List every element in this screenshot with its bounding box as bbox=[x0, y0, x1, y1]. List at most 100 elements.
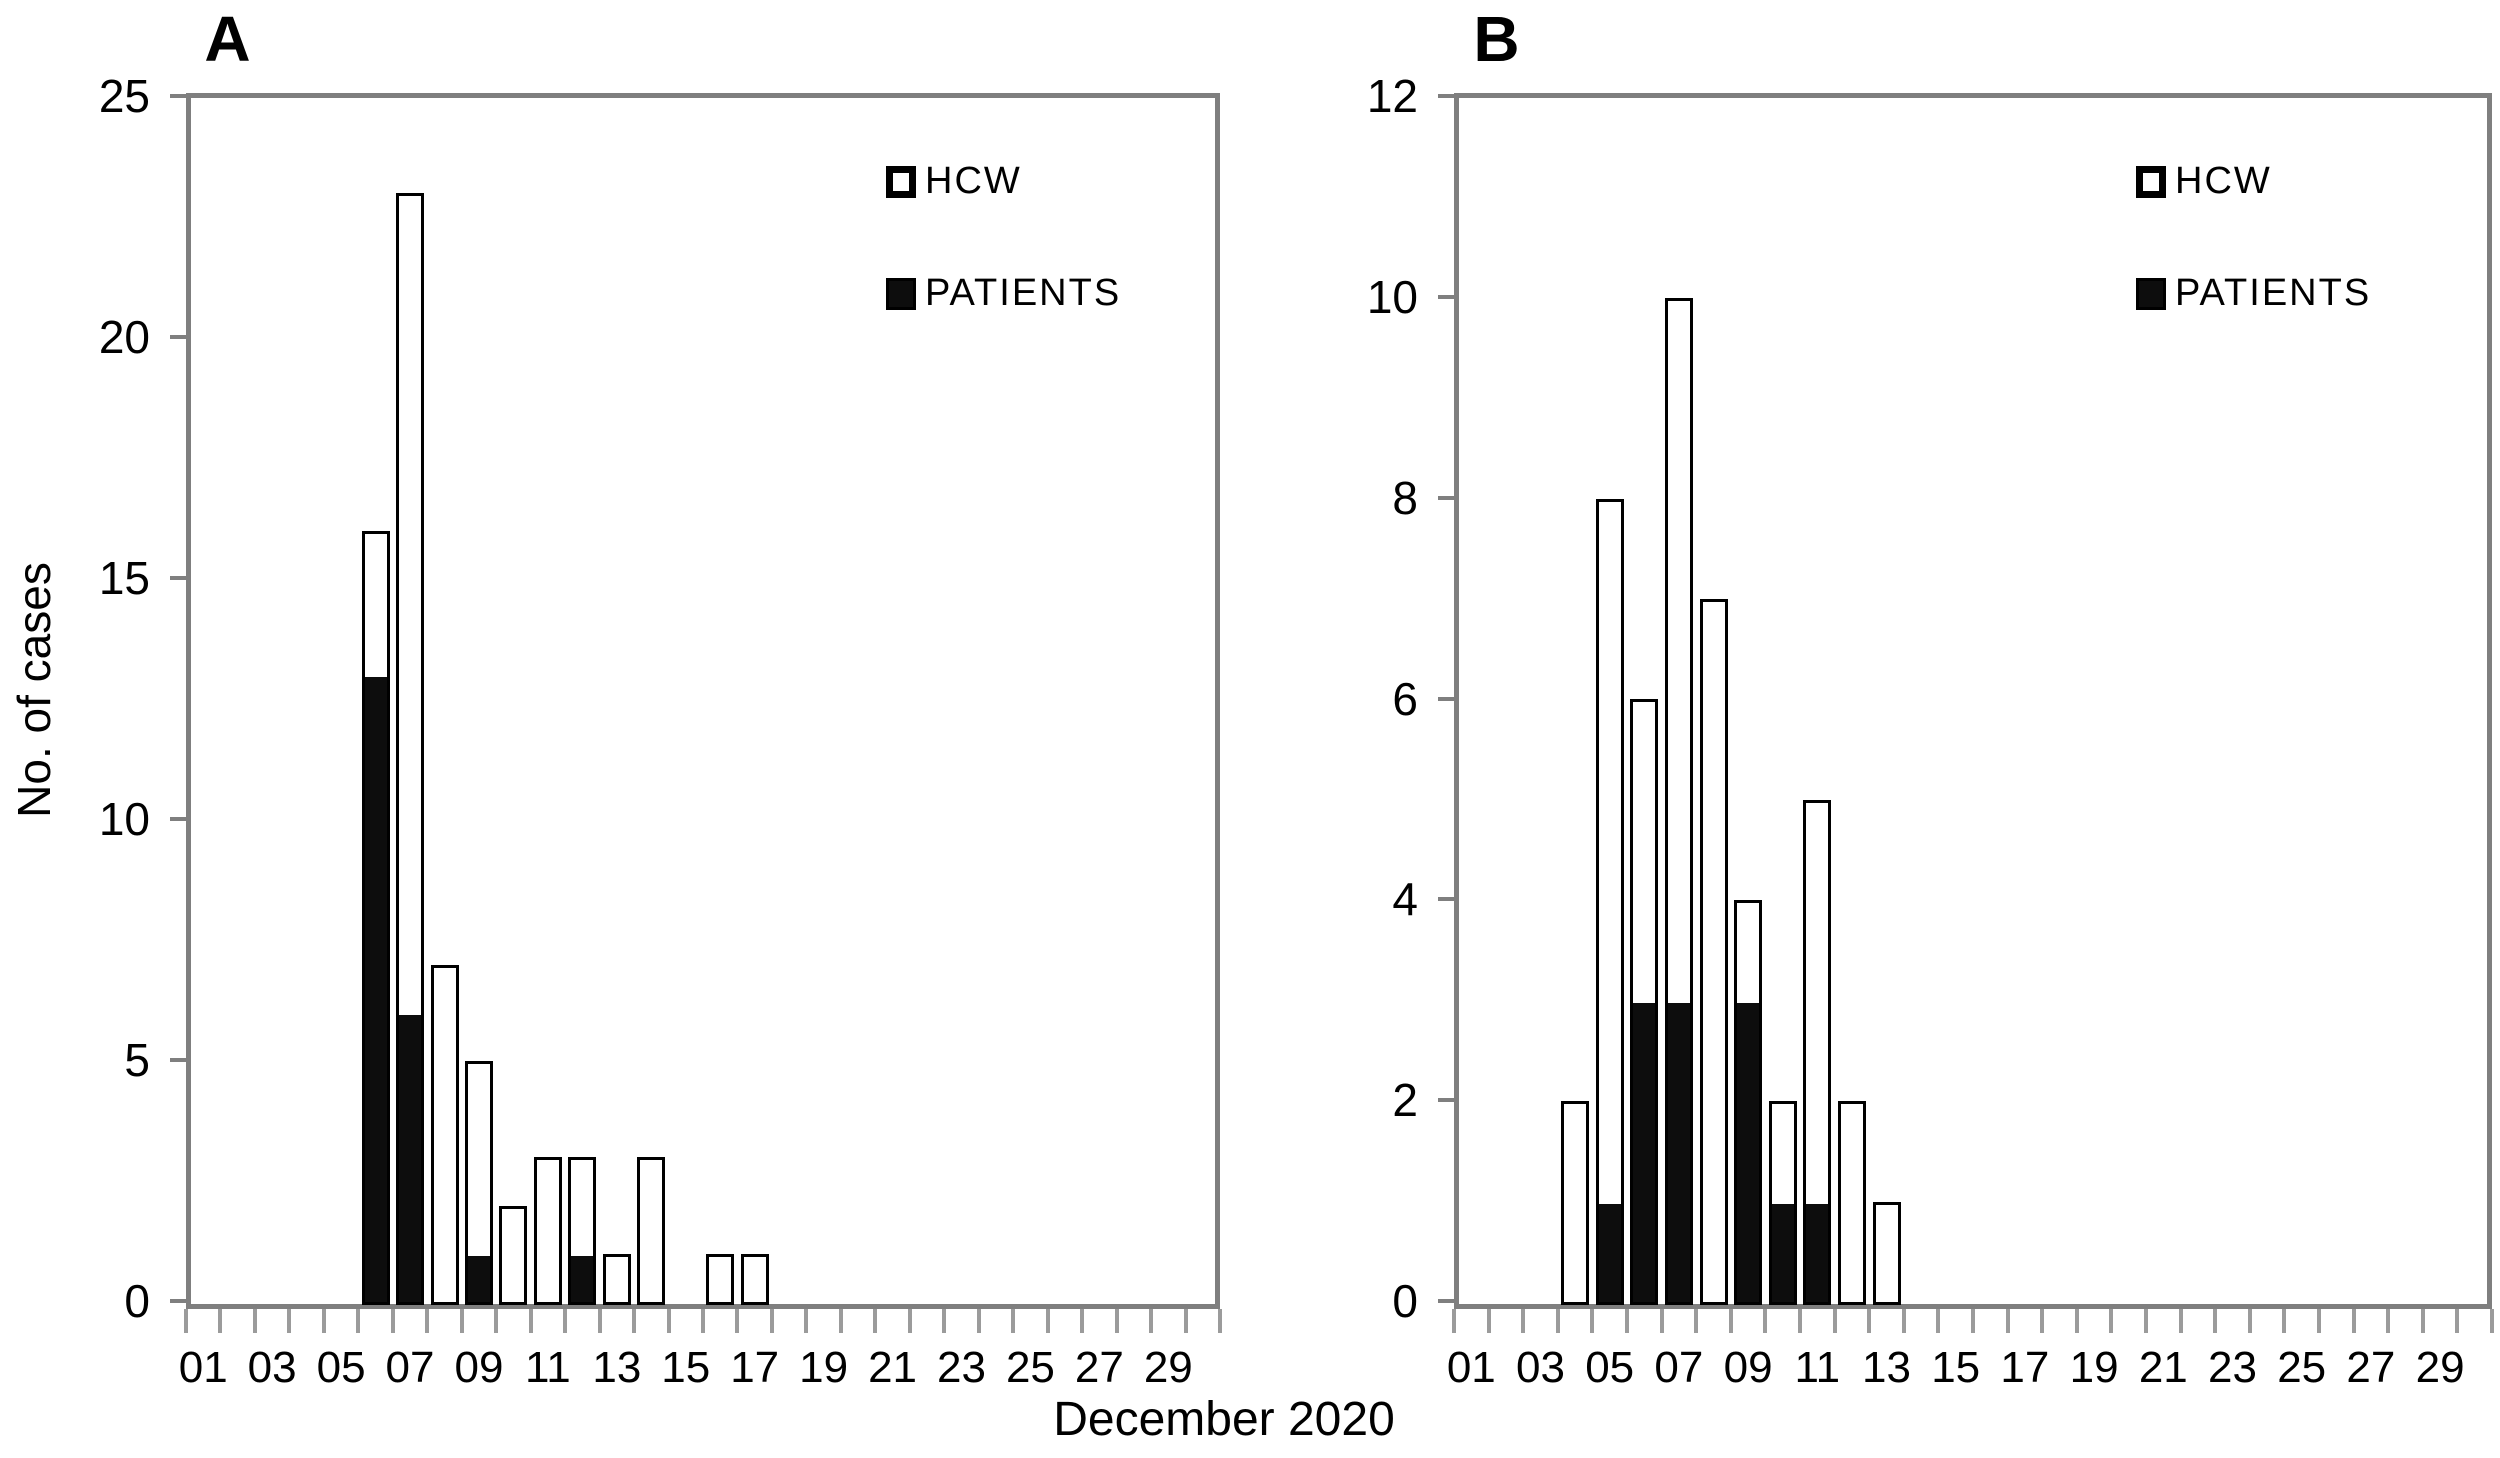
x-tick-label: 03 bbox=[247, 1343, 297, 1392]
x-tick bbox=[1936, 1309, 1941, 1333]
x-tick-label: 11 bbox=[525, 1343, 571, 1392]
y-tick bbox=[1438, 696, 1454, 701]
y-tick-label: 0 bbox=[124, 1275, 150, 1327]
y-tick-label: 20 bbox=[98, 311, 150, 363]
bar-day-06 bbox=[362, 531, 390, 1305]
x-tick-label: 27 bbox=[1074, 1343, 1124, 1392]
y-tick-label: 4 bbox=[1392, 873, 1418, 926]
panel-b-plot-area bbox=[1454, 93, 2492, 1309]
x-tick-label: 07 bbox=[1654, 1343, 1704, 1392]
bar-day-13 bbox=[1873, 1202, 1901, 1305]
bar-patients-segment bbox=[1806, 1204, 1828, 1302]
x-tick bbox=[1659, 1309, 1664, 1333]
x-tick-label: 23 bbox=[2208, 1343, 2257, 1392]
x-tick bbox=[425, 1309, 430, 1333]
x-tick-label: 25 bbox=[1005, 1343, 1055, 1392]
legend-hcw-label: HCW bbox=[925, 160, 1022, 202]
y-tick bbox=[1438, 1098, 1454, 1103]
x-tick-label: 29 bbox=[2415, 1343, 2465, 1392]
bar-day-17 bbox=[741, 1254, 769, 1305]
legend-hcw-label: HCW bbox=[2175, 160, 2272, 202]
bar-day-07 bbox=[396, 193, 424, 1305]
x-tick bbox=[735, 1309, 740, 1333]
y-tick bbox=[1438, 897, 1454, 902]
bar-day-11 bbox=[534, 1157, 562, 1305]
x-tick bbox=[1452, 1309, 1456, 1333]
y-tick-label: 6 bbox=[1392, 672, 1418, 725]
x-tick bbox=[2074, 1309, 2079, 1333]
legend-hcw-b: HCW bbox=[2136, 160, 2272, 203]
x-tick-label: 13 bbox=[592, 1343, 642, 1392]
y-tick bbox=[170, 94, 186, 98]
y-tick bbox=[1438, 94, 1454, 98]
bar-day-14 bbox=[637, 1157, 665, 1305]
x-tick bbox=[2317, 1309, 2321, 1333]
x-tick bbox=[2144, 1309, 2148, 1333]
x-tick-label: 09 bbox=[454, 1343, 504, 1392]
x-tick bbox=[1832, 1309, 1837, 1333]
hcw-open-square-icon bbox=[2136, 165, 2166, 198]
x-tick bbox=[563, 1309, 568, 1333]
x-tick bbox=[1728, 1309, 1733, 1333]
y-tick-label: 2 bbox=[1392, 1074, 1418, 1127]
x-tick-label: 29 bbox=[1143, 1343, 1193, 1392]
x-tick bbox=[1798, 1309, 1802, 1333]
x-tick bbox=[838, 1309, 843, 1333]
bar-day-06 bbox=[1630, 699, 1658, 1305]
bar-day-09 bbox=[465, 1061, 493, 1305]
x-tick bbox=[356, 1309, 361, 1333]
y-tick-label: 8 bbox=[1392, 471, 1418, 524]
x-tick-label: 17 bbox=[2000, 1343, 2050, 1392]
x-tick bbox=[1625, 1309, 1629, 1333]
x-tick bbox=[1694, 1309, 1699, 1333]
y-tick-label: 10 bbox=[98, 793, 150, 845]
x-tick-label: 23 bbox=[937, 1343, 986, 1392]
x-tick bbox=[1971, 1309, 1975, 1333]
x-tick-label: 25 bbox=[2277, 1343, 2327, 1392]
x-tick bbox=[218, 1309, 223, 1333]
legend-hcw-a: HCW bbox=[886, 160, 1022, 203]
y-tick bbox=[170, 1299, 186, 1303]
x-tick bbox=[701, 1309, 705, 1333]
x-tick bbox=[1763, 1309, 1768, 1333]
bar-patients-segment bbox=[1599, 1204, 1621, 1302]
bar-patients-segment bbox=[571, 1256, 593, 1302]
x-tick bbox=[804, 1309, 809, 1333]
x-tick bbox=[907, 1309, 912, 1333]
x-tick bbox=[494, 1309, 499, 1333]
x-tick bbox=[1149, 1309, 1154, 1333]
x-tick bbox=[1114, 1309, 1119, 1333]
panel-a-plot-area bbox=[186, 93, 1220, 1309]
x-tick-label: 19 bbox=[2069, 1343, 2119, 1392]
x-tick bbox=[1555, 1309, 1560, 1333]
x-tick bbox=[390, 1309, 395, 1333]
bar-patients-segment bbox=[1633, 1003, 1655, 1302]
bar-patients-segment bbox=[399, 1015, 421, 1302]
x-tick-label: 01 bbox=[1446, 1343, 1496, 1392]
x-tick bbox=[942, 1309, 947, 1333]
legend-patients-label: PATIENTS bbox=[2175, 272, 2372, 314]
x-tick bbox=[2351, 1309, 2356, 1333]
x-tick bbox=[2247, 1309, 2252, 1333]
y-tick bbox=[170, 576, 186, 580]
x-tick bbox=[184, 1309, 188, 1333]
y-tick bbox=[170, 1058, 186, 1062]
bar-day-07 bbox=[1665, 298, 1693, 1305]
y-tick-label: 5 bbox=[124, 1034, 150, 1086]
x-tick bbox=[873, 1309, 878, 1333]
y-tick-label: 0 bbox=[1392, 1275, 1418, 1327]
x-tick bbox=[1521, 1309, 1526, 1333]
x-tick bbox=[459, 1309, 464, 1333]
x-tick-label: 15 bbox=[1931, 1343, 1981, 1392]
bar-day-09 bbox=[1734, 900, 1762, 1305]
y-tick-label: 25 bbox=[98, 70, 150, 122]
x-tick bbox=[769, 1309, 774, 1333]
bar-day-16 bbox=[706, 1254, 734, 1305]
x-tick bbox=[321, 1309, 326, 1333]
x-tick-label: 21 bbox=[868, 1343, 918, 1392]
x-tick bbox=[1590, 1309, 1595, 1333]
x-tick bbox=[2005, 1309, 2010, 1333]
y-tick bbox=[1438, 294, 1454, 299]
x-tick bbox=[2455, 1309, 2460, 1333]
x-tick bbox=[252, 1309, 257, 1333]
